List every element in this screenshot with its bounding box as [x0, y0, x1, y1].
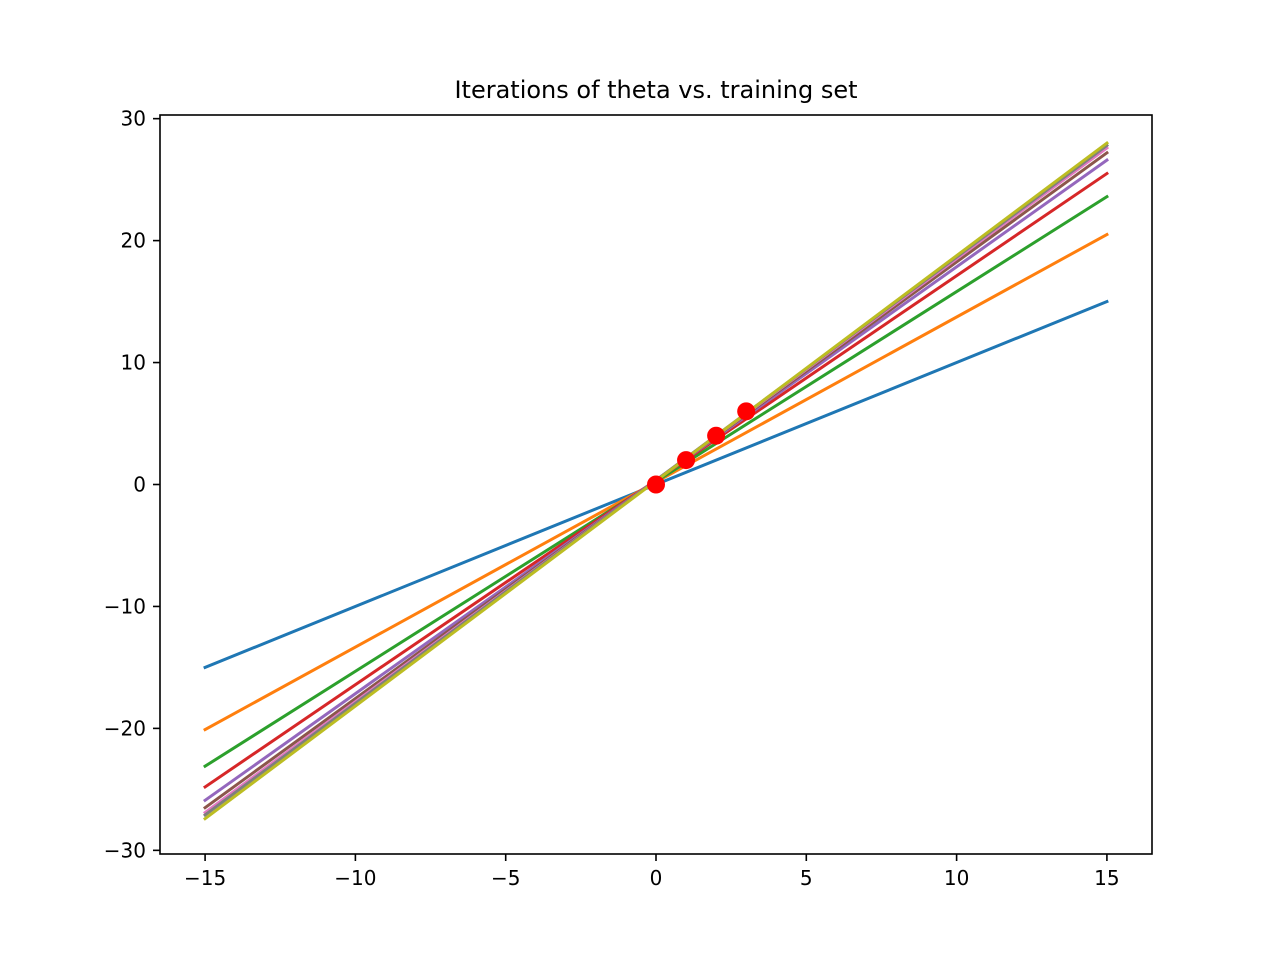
ticks-layer: −15 −10 −5 0 5 10 15 −30 −20 −10 0 10 20 30: [104, 107, 1120, 890]
x-tick-label: 15: [1094, 866, 1119, 890]
data-point: [677, 451, 696, 470]
y-tick-label: −30: [104, 838, 146, 862]
x-tick-label: 5: [800, 866, 813, 890]
y-tick-label: 30: [121, 107, 146, 131]
y-tick-label: −20: [104, 716, 146, 740]
x-tick-label: −10: [334, 866, 376, 890]
y-tick-label: 0: [133, 473, 146, 497]
y-tick-label: 10: [121, 351, 146, 375]
plot-layer: [202, 140, 1110, 821]
chart-title: Iterations of theta vs. training set: [454, 76, 857, 104]
y-tick-label: −10: [104, 594, 146, 618]
data-point: [737, 402, 756, 421]
x-tick-label: −15: [184, 866, 226, 890]
x-tick-label: 10: [944, 866, 969, 890]
data-point: [707, 426, 726, 445]
data-point: [647, 475, 665, 494]
x-tick-label: −5: [491, 866, 520, 890]
x-tick-label: 0: [650, 866, 663, 890]
y-tick-label: 20: [121, 229, 146, 253]
